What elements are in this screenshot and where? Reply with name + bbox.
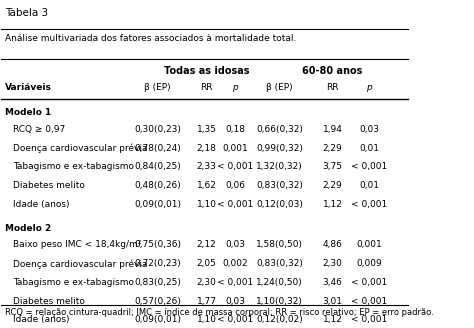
Text: 1,58(0,50): 1,58(0,50) [256,240,303,249]
Text: 0,83(0,25): 0,83(0,25) [134,278,181,287]
Text: 0,002: 0,002 [222,259,248,268]
Text: 1,10(0,32): 1,10(0,32) [256,297,303,306]
Text: 0,01: 0,01 [359,144,379,153]
Text: 1,12: 1,12 [322,316,342,324]
Text: p: p [366,83,372,92]
Text: 0,09(0,01): 0,09(0,01) [134,316,181,324]
Text: < 0,001: < 0,001 [351,278,387,287]
Text: 1,12: 1,12 [322,200,342,209]
Text: 0,30(0,23): 0,30(0,23) [134,125,181,134]
Text: 0,03: 0,03 [225,297,245,306]
Text: Variáveis: Variáveis [5,83,52,92]
Text: Diabetes melito: Diabetes melito [13,181,85,190]
Text: < 0,001: < 0,001 [217,278,253,287]
Text: 2,30: 2,30 [322,259,342,268]
Text: Diabetes melito: Diabetes melito [13,297,85,306]
Text: 3,46: 3,46 [322,278,342,287]
Text: 0,84(0,25): 0,84(0,25) [135,162,181,171]
Text: 0,72(0,23): 0,72(0,23) [135,259,181,268]
Text: 60-80 anos: 60-80 anos [302,66,363,76]
Text: RR: RR [326,83,338,92]
Text: Modelo 2: Modelo 2 [5,224,52,233]
Text: 0,03: 0,03 [225,240,245,249]
Text: 2,30: 2,30 [197,278,217,287]
Text: 2,33: 2,33 [197,162,217,171]
Text: 1,32(0,32): 1,32(0,32) [256,162,303,171]
Text: Tabagismo e ex-tabagismo: Tabagismo e ex-tabagismo [13,278,134,287]
Text: 0,009: 0,009 [356,259,382,268]
Text: < 0,001: < 0,001 [351,316,387,324]
Text: 1,35: 1,35 [197,125,217,134]
Text: < 0,001: < 0,001 [217,316,253,324]
Text: Análise multivariada dos fatores associados à mortalidade total.: Análise multivariada dos fatores associa… [5,34,297,43]
Text: 0,18: 0,18 [225,125,245,134]
Text: Doença cardiovascular prévia: Doença cardiovascular prévia [13,144,147,153]
Text: β (EP): β (EP) [145,83,171,92]
Text: Doença cardiovascular prévia: Doença cardiovascular prévia [13,259,147,269]
Text: 1,94: 1,94 [322,125,342,134]
Text: 0,66(0,32): 0,66(0,32) [256,125,303,134]
Text: Tabela 3: Tabela 3 [5,8,48,18]
Text: Todas as idosas: Todas as idosas [164,66,249,76]
Text: 0,75(0,36): 0,75(0,36) [134,240,181,249]
Text: 1,24(0,50): 1,24(0,50) [256,278,303,287]
Text: < 0,001: < 0,001 [351,297,387,306]
Text: 1,77: 1,77 [197,297,217,306]
Text: 1,10: 1,10 [197,316,217,324]
Text: 2,18: 2,18 [197,144,217,153]
Text: 0,57(0,26): 0,57(0,26) [134,297,181,306]
Text: 2,29: 2,29 [322,181,342,190]
Text: 0,03: 0,03 [359,125,379,134]
Text: 2,29: 2,29 [322,144,342,153]
Text: 1,10: 1,10 [197,200,217,209]
Text: RR: RR [200,83,213,92]
Text: < 0,001: < 0,001 [351,162,387,171]
Text: Baixo peso IMC < 18,4kg/m²: Baixo peso IMC < 18,4kg/m² [13,240,141,249]
Text: < 0,001: < 0,001 [217,162,253,171]
Text: 3,01: 3,01 [322,297,342,306]
Text: Modelo 1: Modelo 1 [5,108,52,117]
Text: 0,09(0,01): 0,09(0,01) [134,200,181,209]
Text: RCQ ≥ 0,97: RCQ ≥ 0,97 [13,125,65,134]
Text: 0,83(0,32): 0,83(0,32) [256,181,303,190]
Text: 0,12(0,03): 0,12(0,03) [256,200,303,209]
Text: 4,86: 4,86 [322,240,342,249]
Text: 2,12: 2,12 [197,240,216,249]
Text: < 0,001: < 0,001 [217,200,253,209]
Text: Idade (anos): Idade (anos) [13,200,69,209]
Text: 0,78(0,24): 0,78(0,24) [135,144,181,153]
Text: 2,05: 2,05 [197,259,217,268]
Text: 0,001: 0,001 [356,240,382,249]
Text: RCQ = relação cintura-quadril; IMC = índice de massa corporal; RR = risco relati: RCQ = relação cintura-quadril; IMC = índ… [5,308,434,317]
Text: < 0,001: < 0,001 [351,200,387,209]
Text: 0,06: 0,06 [225,181,245,190]
Text: β (EP): β (EP) [266,83,293,92]
Text: 0,48(0,26): 0,48(0,26) [135,181,181,190]
Text: Tabagismo e ex-tabagismo: Tabagismo e ex-tabagismo [13,162,134,171]
Text: 3,75: 3,75 [322,162,342,171]
Text: 1,62: 1,62 [197,181,217,190]
Text: 0,01: 0,01 [359,181,379,190]
Text: p: p [232,83,238,92]
Text: 0,001: 0,001 [222,144,248,153]
Text: 0,12(0,02): 0,12(0,02) [256,316,303,324]
Text: 0,99(0,32): 0,99(0,32) [256,144,303,153]
Text: Idade (anos): Idade (anos) [13,316,69,324]
Text: 0,83(0,32): 0,83(0,32) [256,259,303,268]
